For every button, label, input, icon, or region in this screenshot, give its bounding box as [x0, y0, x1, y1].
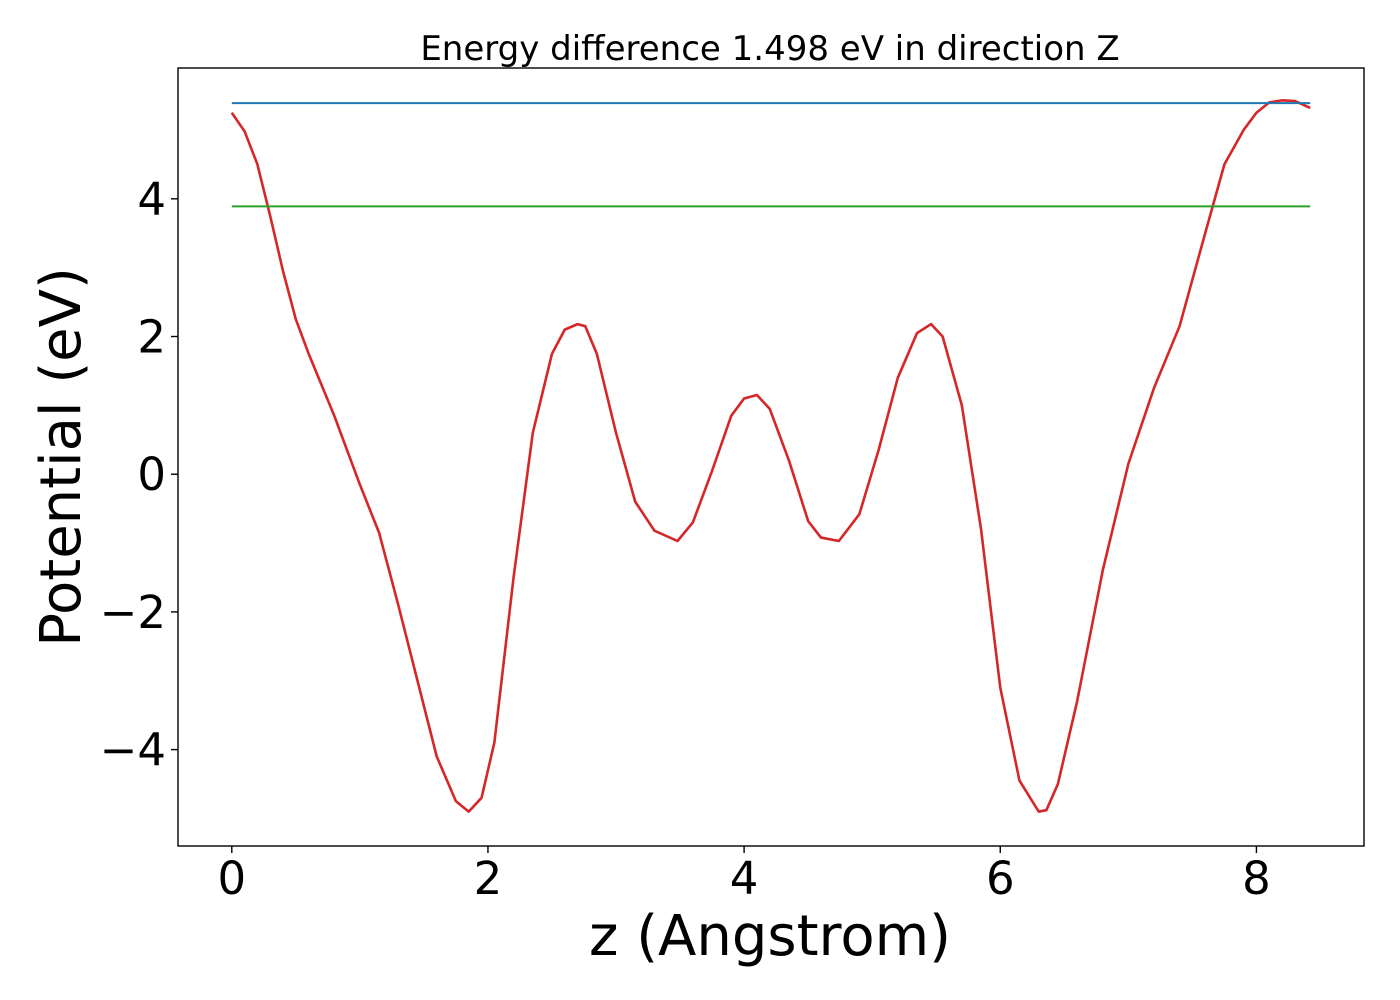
y-axis-label: Potential (eV): [29, 267, 94, 647]
y-tick-label: −4: [100, 724, 166, 777]
y-tick-label: 4: [137, 173, 166, 226]
y-tick-label: −2: [100, 586, 166, 639]
x-tick-label: 8: [1242, 852, 1271, 905]
y-tick-label: 0: [137, 448, 166, 501]
y-tick-label: 2: [137, 311, 166, 364]
y-axis-ticks: −4 −2 0 2 4: [100, 173, 178, 777]
plot-frame: [177, 67, 1365, 847]
x-axis-ticks: 0 2 4 6 8: [217, 846, 1271, 905]
series-layer: [230, 99, 1311, 813]
x-tick-label: 2: [474, 852, 503, 905]
chart-title: Energy difference 1.498 eV in direction …: [420, 29, 1119, 69]
x-tick-label: 4: [730, 852, 759, 905]
x-tick-label: 0: [217, 852, 246, 905]
potential-curve-line: [230, 99, 1311, 813]
x-tick-label: 6: [986, 852, 1015, 905]
x-axis-label: z (Angstrom): [589, 904, 951, 969]
